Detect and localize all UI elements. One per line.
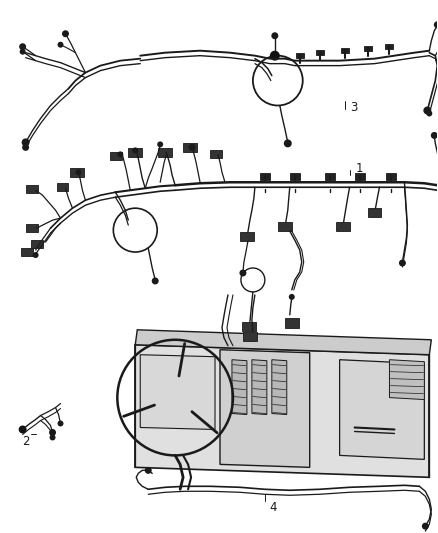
Polygon shape [389,360,424,400]
Circle shape [117,151,124,157]
Circle shape [49,429,56,436]
Polygon shape [220,350,310,467]
Bar [158,148,172,157]
Circle shape [21,139,30,147]
Bar [364,46,371,51]
Bar [316,50,324,55]
Circle shape [426,110,432,117]
Bar [71,168,85,177]
Circle shape [189,144,196,151]
Circle shape [75,169,81,175]
Text: 4: 4 [270,500,277,514]
Bar [385,44,393,49]
Text: 2: 2 [23,435,30,448]
Bar [128,148,142,157]
Polygon shape [339,360,424,459]
Polygon shape [135,330,431,355]
Circle shape [434,21,438,28]
Bar [243,332,257,341]
Circle shape [152,278,159,285]
Bar [210,150,222,158]
Circle shape [431,132,438,139]
Circle shape [157,141,163,148]
Bar [355,173,364,180]
Circle shape [132,148,138,154]
Bar [290,173,300,180]
Circle shape [270,51,280,61]
Circle shape [32,252,39,258]
Polygon shape [140,355,215,430]
Circle shape [289,294,295,300]
Circle shape [153,376,197,419]
Circle shape [22,144,29,151]
Circle shape [240,270,247,277]
Circle shape [424,107,431,115]
Circle shape [62,30,69,37]
Circle shape [284,140,292,148]
Circle shape [57,42,64,47]
Polygon shape [272,360,287,415]
Bar [240,232,254,241]
Bar [25,224,38,232]
Circle shape [399,260,406,266]
Bar [260,173,270,180]
Circle shape [20,49,25,55]
Circle shape [49,434,56,440]
Bar [336,222,350,231]
Circle shape [19,43,26,50]
Bar [242,322,256,331]
Bar [110,152,122,160]
Circle shape [271,32,278,39]
Circle shape [145,467,152,474]
Bar [183,143,197,152]
Bar [278,222,292,231]
Bar [285,318,299,328]
Bar [325,173,335,180]
Bar [367,208,381,217]
Bar [296,53,304,58]
Text: 1: 1 [356,162,363,175]
Polygon shape [232,360,247,415]
Circle shape [422,523,429,530]
Bar [341,47,349,53]
Bar [25,185,38,193]
Bar [57,183,68,191]
Bar [21,248,32,256]
Bar [386,173,396,180]
Polygon shape [135,345,429,478]
Text: 3: 3 [350,101,358,114]
Circle shape [57,421,64,426]
Circle shape [19,425,27,433]
Bar [31,240,42,248]
Polygon shape [252,360,267,415]
